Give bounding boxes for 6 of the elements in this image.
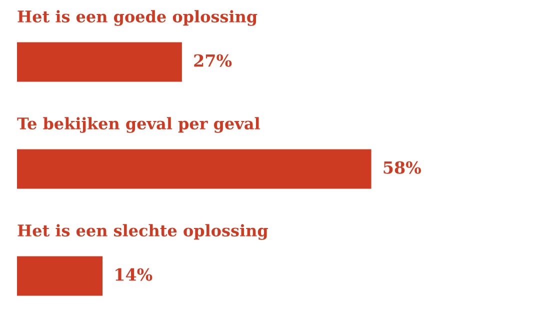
y-tick-label: Te bekijken geval per geval <box>17 117 260 133</box>
data-label: 58% <box>384 161 421 174</box>
data-label: 27% <box>194 54 232 67</box>
y-tick-label: Het is een goede oplossing <box>18 10 258 26</box>
y-tick-label: Het is een slechte oplossing <box>18 224 268 240</box>
data-label: 14% <box>116 268 152 281</box>
